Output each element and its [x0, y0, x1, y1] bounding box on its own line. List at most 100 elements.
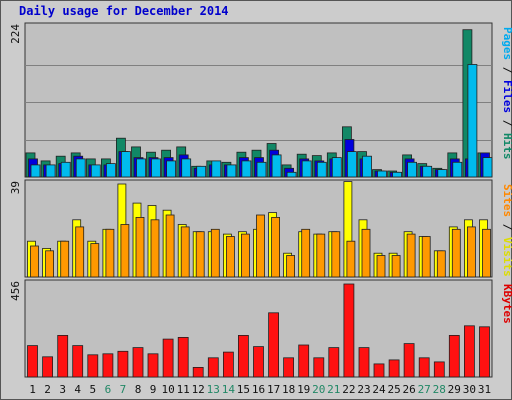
bar-pages-27	[422, 165, 433, 178]
x-tick-label-5: 5	[89, 383, 96, 396]
bar-kbytes-25	[388, 359, 400, 378]
bar-pages-2	[45, 164, 56, 178]
x-tick-label-23: 23	[357, 383, 370, 396]
bar-kbytes-9	[147, 353, 159, 378]
bar-pages-13	[211, 160, 222, 178]
bar-pages-24	[377, 170, 387, 178]
y-max-label-hits-files-pages: 224	[9, 24, 22, 44]
bar-sites-7	[120, 224, 130, 278]
y-max-label-kbytes: 456	[9, 281, 22, 301]
bar-kbytes-11	[177, 336, 189, 378]
bar-kbytes-12	[192, 366, 204, 378]
bar-sites-23	[361, 228, 371, 278]
x-tick-label-18: 18	[282, 383, 295, 396]
bar-sites-12	[195, 231, 205, 278]
bar-kbytes-20	[313, 357, 325, 378]
bar-kbytes-29	[448, 334, 460, 378]
bar-sites-16	[256, 214, 265, 278]
x-tick-label-19: 19	[297, 383, 310, 396]
x-tick-label-27: 27	[418, 383, 431, 396]
bar-kbytes-17	[268, 312, 280, 378]
bar-sites-24	[376, 255, 386, 278]
bar-pages-19	[301, 160, 312, 178]
x-tick-label-4: 4	[74, 383, 81, 396]
bar-sites-8	[135, 216, 145, 278]
bar-sites-25	[391, 255, 401, 278]
x-tick-label-20: 20	[312, 383, 325, 396]
bar-sites-19	[301, 228, 311, 278]
chart-title: Daily usage for December 2014	[19, 4, 229, 18]
x-tick-label-21: 21	[327, 383, 340, 396]
bar-sites-15	[240, 233, 250, 278]
x-tick-label-8: 8	[135, 383, 142, 396]
bar-sites-10	[165, 214, 175, 278]
x-tick-label-28: 28	[433, 383, 446, 396]
series-label-visits-sites: Sites / Visits	[501, 184, 512, 277]
bar-pages-14	[226, 164, 237, 178]
bar-pages-11	[181, 158, 192, 178]
y-max-label-visits-sites: 39	[9, 181, 22, 194]
bar-pages-16	[256, 161, 267, 178]
bar-sites-17	[271, 216, 281, 278]
bar-kbytes-1	[27, 345, 38, 378]
bar-kbytes-7	[117, 350, 129, 378]
x-tick-label-16: 16	[252, 383, 265, 396]
bar-kbytes-15	[237, 334, 249, 378]
bar-pages-17	[271, 154, 282, 178]
bar-sites-4	[75, 226, 85, 278]
x-tick-label-7: 7	[120, 383, 127, 396]
bar-kbytes-5	[87, 354, 99, 378]
x-tick-label-13: 13	[207, 383, 220, 396]
bar-kbytes-14	[222, 351, 234, 378]
series-label-hits-files-pages: Pages / Files / Hits	[501, 27, 512, 160]
x-tick-label-29: 29	[448, 383, 461, 396]
bar-kbytes-19	[298, 344, 310, 378]
bar-kbytes-8	[132, 347, 144, 378]
x-tick-label-30: 30	[463, 383, 476, 396]
bar-sites-20	[316, 233, 326, 278]
x-tick-label-9: 9	[150, 383, 157, 396]
bar-kbytes-24	[373, 363, 385, 378]
bar-sites-26	[406, 233, 416, 278]
bar-sites-14	[225, 236, 235, 278]
bar-kbytes-23	[358, 347, 370, 378]
bar-pages-29	[452, 161, 463, 178]
x-tick-label-24: 24	[372, 383, 386, 396]
x-tick-label-1: 1	[29, 383, 36, 396]
bar-pages-25	[392, 171, 403, 178]
bar-pages-20	[316, 161, 327, 178]
bar-sites-1	[30, 245, 39, 278]
bar-sites-11	[180, 226, 190, 278]
bar-pages-23	[362, 155, 372, 178]
bar-pages-31	[482, 157, 493, 178]
bar-sites-21	[331, 231, 341, 278]
x-tick-label-17: 17	[267, 383, 280, 396]
bar-sites-30	[466, 226, 476, 278]
bar-kbytes-10	[162, 338, 174, 378]
bar-sites-31	[482, 228, 491, 278]
bar-pages-4	[75, 158, 86, 178]
bar-sites-18	[286, 255, 296, 278]
bar-pages-28	[437, 169, 448, 178]
series-label-kbytes: KBytes	[501, 284, 512, 324]
bar-kbytes-26	[403, 343, 415, 378]
x-tick-label-3: 3	[59, 383, 66, 396]
bar-pages-15	[241, 160, 252, 178]
bar-kbytes-22	[343, 283, 355, 378]
bar-sites-27	[421, 236, 431, 278]
bar-sites-6	[105, 228, 115, 278]
bar-sites-13	[210, 228, 220, 278]
bar-sites-29	[451, 228, 461, 278]
x-tick-label-14: 14	[222, 383, 236, 396]
bar-pages-6	[106, 163, 116, 178]
bar-pages-18	[286, 171, 297, 178]
bar-kbytes-13	[207, 357, 219, 378]
bar-kbytes-6	[102, 353, 114, 378]
bar-pages-7	[121, 151, 131, 178]
x-tick-label-25: 25	[387, 383, 400, 396]
bar-pages-30	[467, 64, 478, 178]
bar-kbytes-31	[479, 326, 490, 378]
bar-pages-8	[136, 158, 146, 178]
x-tick-label-12: 12	[192, 383, 205, 396]
